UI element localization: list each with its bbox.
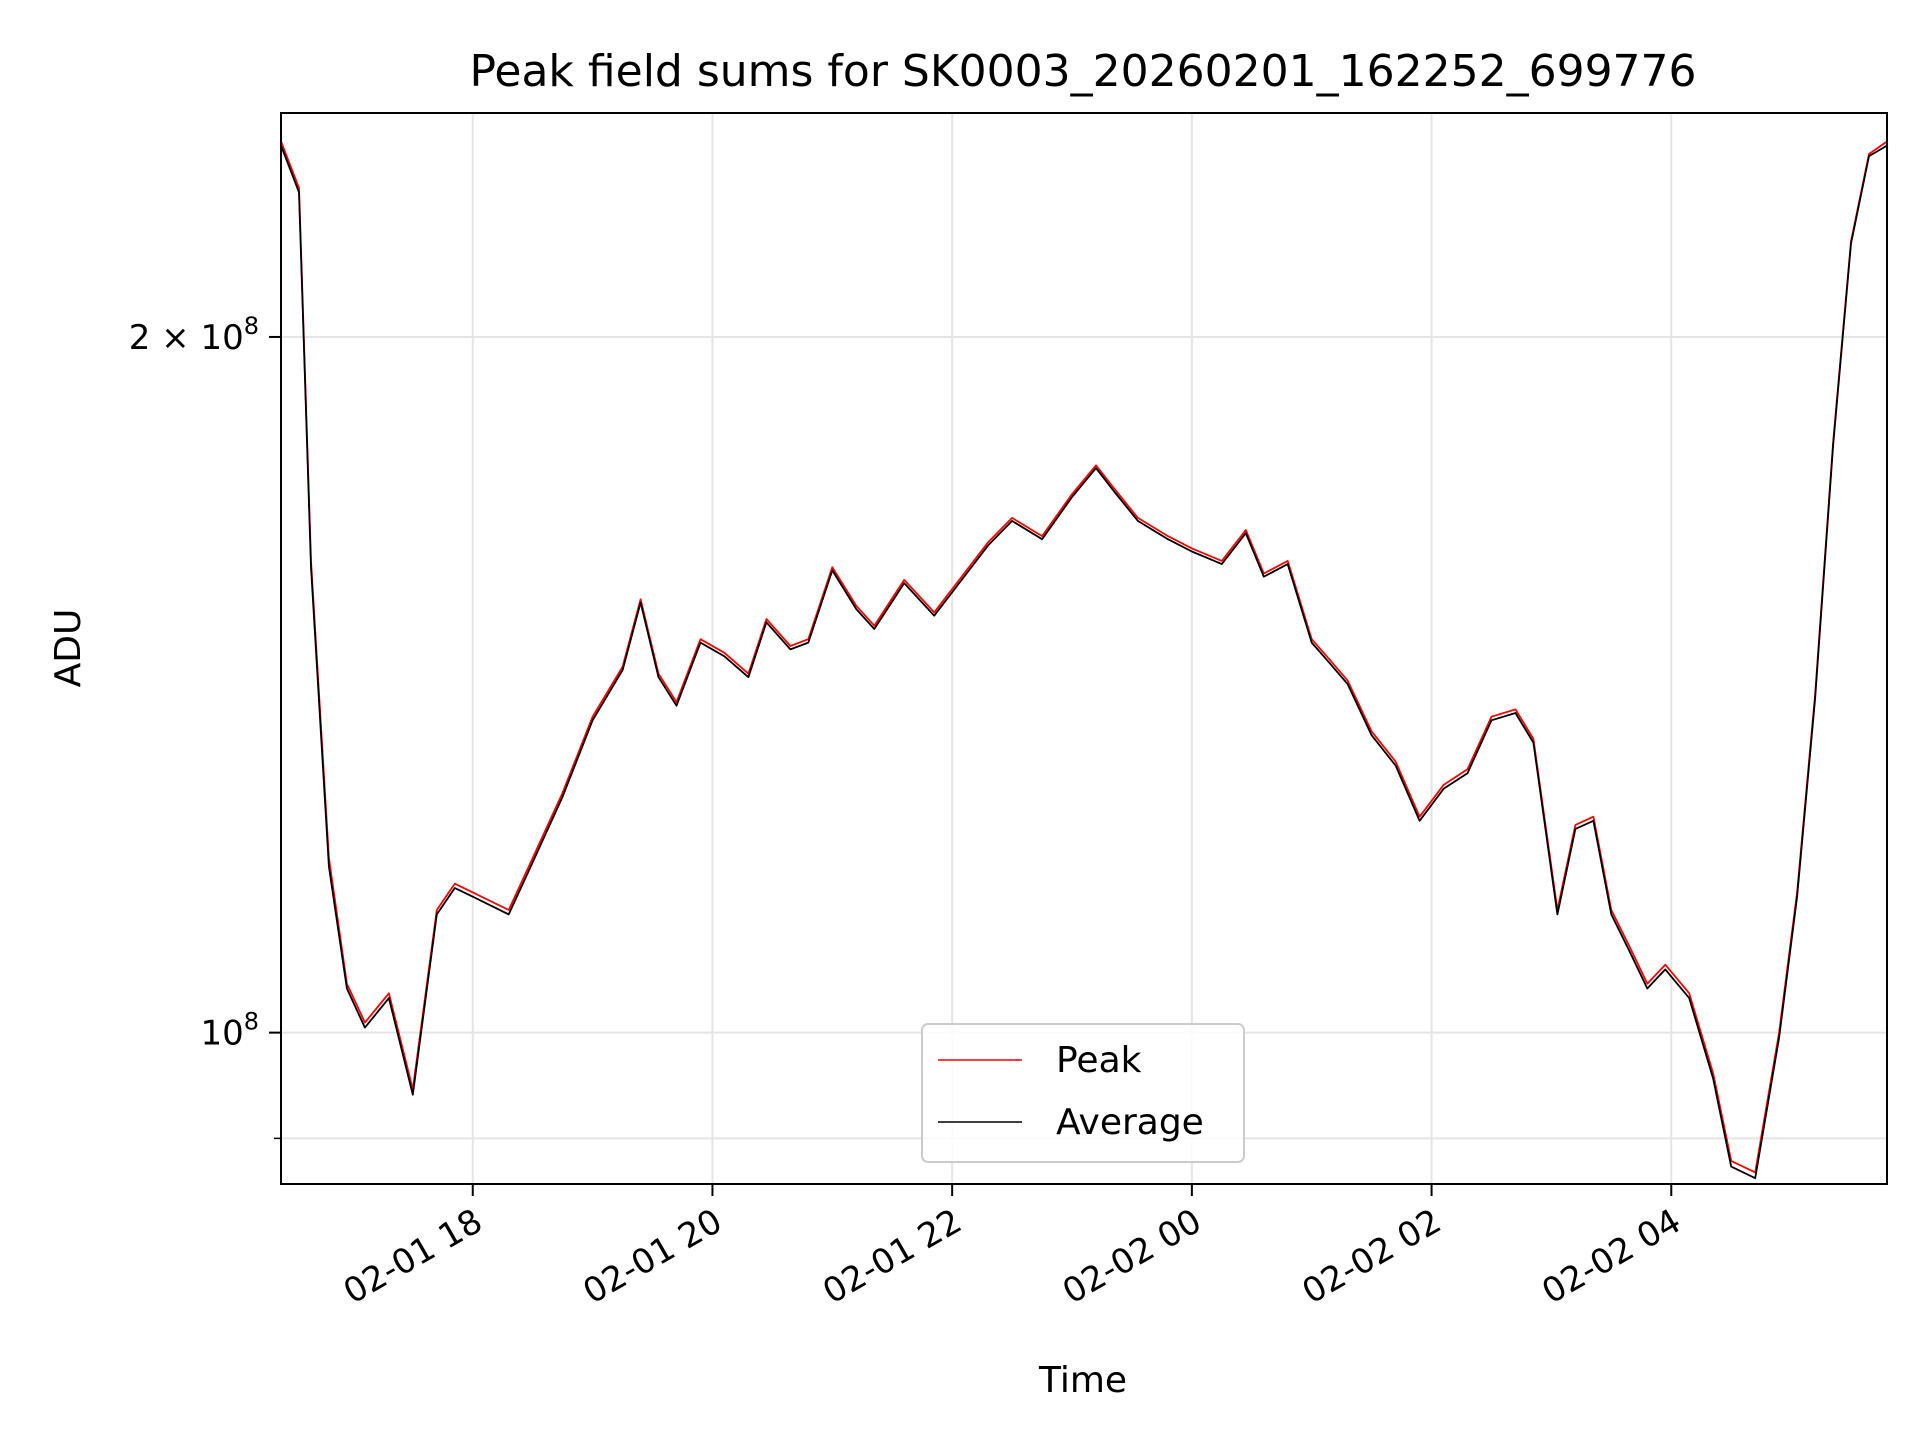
legend-peak-label: Peak bbox=[1056, 1040, 1142, 1081]
y-tick-label: 108 bbox=[200, 1008, 259, 1054]
y-tick-label: 2 × 108 bbox=[129, 312, 259, 358]
series-layer bbox=[280, 140, 1888, 1180]
legend-box bbox=[921, 1023, 1245, 1163]
plot-frame bbox=[280, 112, 1888, 1185]
y-axis-label: ADU bbox=[48, 609, 89, 688]
x-axis-label: Time bbox=[1038, 1360, 1127, 1401]
series-line-average bbox=[280, 144, 1888, 1180]
legend-average-label: Average bbox=[1056, 1102, 1204, 1143]
chart-title: Peak field sums for SK0003_20260201_1622… bbox=[469, 46, 1696, 97]
series-line-peak bbox=[280, 140, 1888, 1174]
y-axis: 2 × 108 108 bbox=[129, 312, 281, 1140]
legend: Peak Average bbox=[921, 1023, 1245, 1163]
